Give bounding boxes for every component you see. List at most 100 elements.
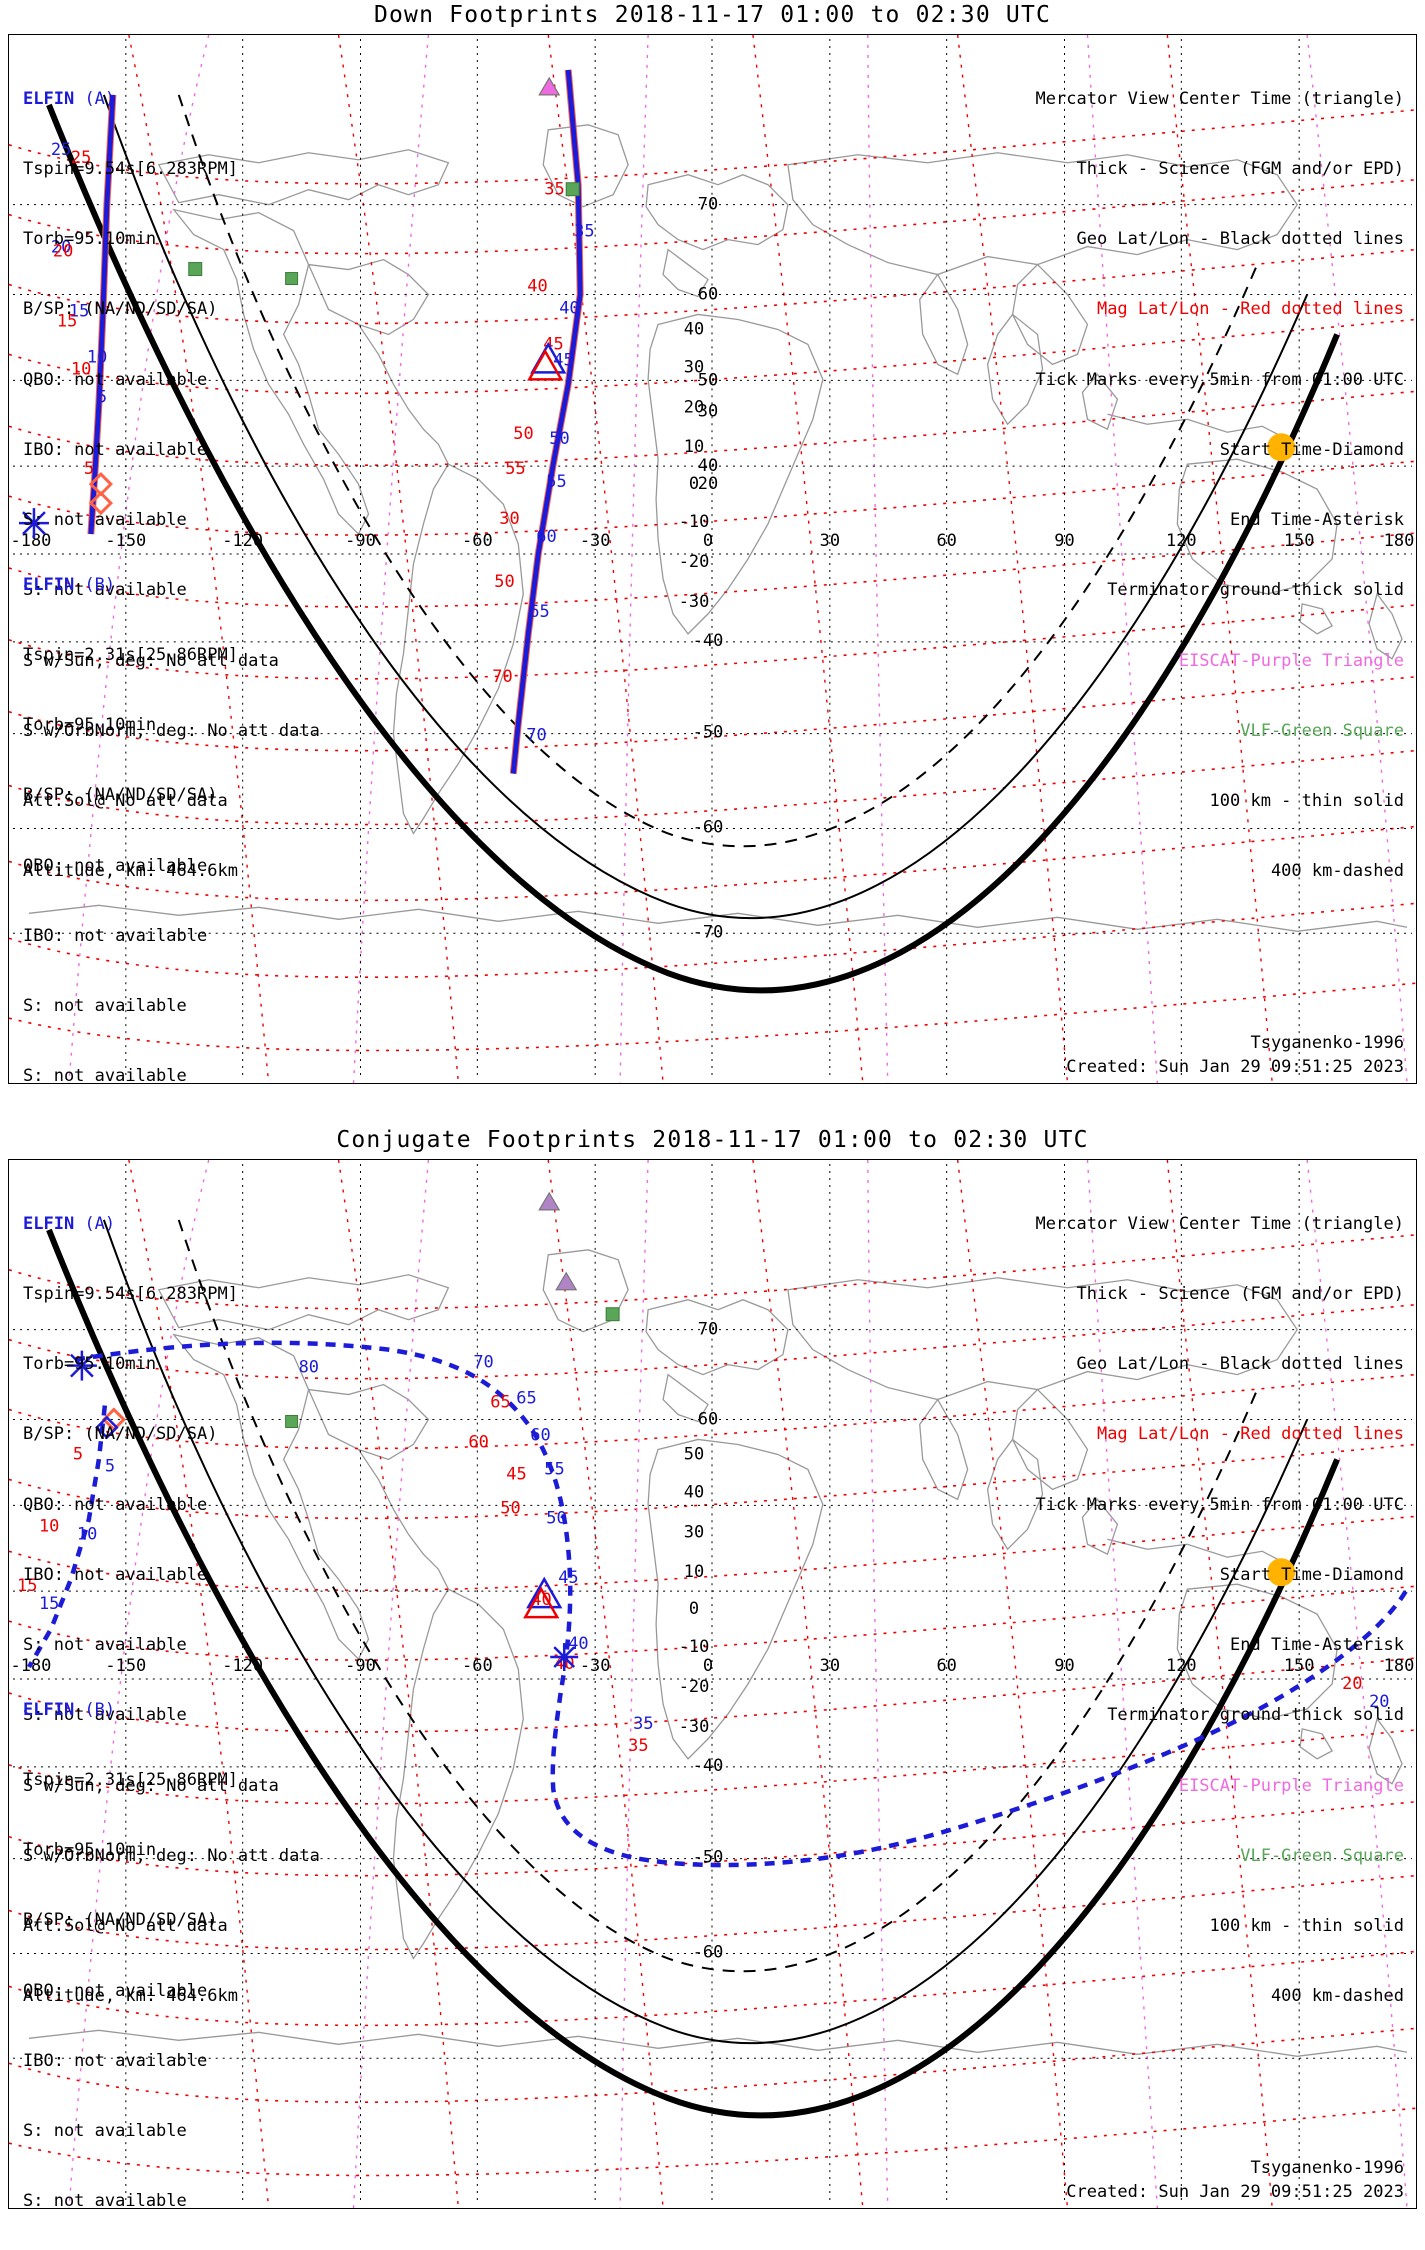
svg-text:45: 45 bbox=[506, 1464, 526, 1484]
svg-text:-150: -150 bbox=[105, 1656, 146, 1676]
map-frame-conjugate[interactable]: -180 -150 -120 -90 -60 -30 0 30 60 90 12… bbox=[8, 1159, 1417, 2209]
svg-text:50: 50 bbox=[698, 370, 718, 390]
legend-item: Terminator ground-thick solid bbox=[1107, 580, 1404, 601]
probe-a-line: S: not available bbox=[23, 510, 187, 531]
track-a-tick-labels: 25 20 15 10 5 bbox=[51, 140, 107, 408]
end-time-asterisk bbox=[18, 508, 49, 539]
svg-text:50: 50 bbox=[684, 1444, 704, 1464]
svg-text:10: 10 bbox=[87, 347, 107, 367]
model-credit: Tsyganenko-1996 bbox=[1250, 2158, 1404, 2178]
svg-text:50: 50 bbox=[494, 572, 514, 592]
svg-text:20: 20 bbox=[684, 397, 704, 417]
legend-item: 100 km - thin solid bbox=[1209, 1916, 1404, 1936]
probe-a-line: S w/Sun, deg: No att data bbox=[23, 1775, 279, 1796]
longitude-axis-labels: -180 -150 -120 -90 -60 -30 0 30 60 90 12… bbox=[11, 1656, 1415, 1676]
svg-text:-40: -40 bbox=[693, 631, 724, 651]
probe-a-line: QBO: not available bbox=[23, 369, 208, 390]
svg-text:35: 35 bbox=[633, 1714, 653, 1734]
legend-item: Start Time-Diamond bbox=[1219, 439, 1404, 460]
probe-a-line: B/SP: (NA/ND/SD/SA) bbox=[23, 1424, 218, 1445]
svg-text:20: 20 bbox=[1342, 1674, 1362, 1694]
svg-text:150: 150 bbox=[1284, 531, 1315, 551]
svg-text:-90: -90 bbox=[345, 531, 376, 551]
legend-item: Mag Lat/Lon - Red dotted lines bbox=[1096, 299, 1404, 320]
latitude-axis-labels-inner: 40 30 20 10 0 -10 -20 -30 bbox=[679, 319, 710, 611]
probe-b-line: Tspin=2.31s[25.86RPM] bbox=[23, 1770, 238, 1791]
probe-a-line: Torb=95.10min bbox=[23, 229, 157, 250]
start-time-diamond bbox=[88, 472, 113, 497]
svg-text:65: 65 bbox=[529, 602, 549, 622]
svg-text:120: 120 bbox=[1166, 531, 1197, 551]
legend-item: Mercator View Center Time (triangle) bbox=[1035, 1213, 1404, 1234]
probe-a-line: QBO: not available bbox=[23, 1494, 208, 1515]
track-b-tick-labels: 35 40 45 50 55 60 65 70 bbox=[526, 222, 594, 746]
map-frame-down[interactable]: -180 -150 -120 -90 -60 -30 0 30 60 90 12… bbox=[8, 34, 1417, 1084]
probe-b-line: S: not available bbox=[23, 2121, 187, 2142]
subsolar-sun-marker bbox=[1267, 1558, 1296, 1587]
probe-a-info-block: ELFIN (A) Tspin=9.54s[6.283RPM] Torb=95.… bbox=[23, 41, 320, 930]
svg-text:20: 20 bbox=[698, 474, 718, 494]
svg-text:30: 30 bbox=[820, 1656, 840, 1676]
vlf-square bbox=[605, 1307, 620, 1322]
svg-text:5: 5 bbox=[84, 459, 94, 479]
track-elfin-a: 25 20 15 10 5 25 20 15 10 5 bbox=[18, 94, 117, 539]
created-timestamp: Created: Sun Jan 29 09:51:25 2023 bbox=[1066, 1057, 1404, 1077]
svg-text:150: 150 bbox=[1284, 1656, 1315, 1676]
svg-text:20: 20 bbox=[51, 238, 71, 258]
site-markers bbox=[188, 76, 1296, 462]
svg-text:35: 35 bbox=[544, 180, 564, 200]
svg-text:-60: -60 bbox=[693, 817, 724, 837]
track-a-conj-mag-labels: 5 10 15 bbox=[17, 1444, 83, 1596]
track-b-mag-tick-labels: 35 40 45 50 55 30 50 70 bbox=[492, 180, 564, 687]
svg-text:10: 10 bbox=[684, 437, 704, 457]
svg-text:25: 25 bbox=[71, 148, 91, 168]
svg-text:15: 15 bbox=[57, 311, 77, 331]
panel-title: Conjugate Footprints 2018-11-17 01:00 to… bbox=[336, 1127, 1089, 1153]
probe-b-line: S: not available bbox=[23, 1066, 187, 1084]
svg-text:45: 45 bbox=[543, 334, 563, 354]
map-canvas: -180 -150 -120 -90 -60 -30 0 30 60 90 12… bbox=[9, 35, 1416, 1083]
legend-item: EISCAT-Purple Triangle bbox=[1178, 1775, 1404, 1796]
svg-text:-10: -10 bbox=[679, 512, 710, 532]
probe-a-info-block: ELFIN (A) Tspin=9.54s[6.283RPM] Torb=95.… bbox=[23, 1166, 320, 2055]
probe-a-line: S: not available bbox=[23, 1705, 187, 1726]
svg-text:-30: -30 bbox=[580, 531, 611, 551]
svg-text:40: 40 bbox=[698, 456, 718, 476]
probe-a-line: IBO: not available bbox=[23, 1564, 208, 1585]
probe-b-line: Tspin=2.31s[25.86RPM] bbox=[23, 645, 238, 666]
legend-item: 100 km - thin solid bbox=[1209, 791, 1404, 811]
latitude-axis-labels: 70 60 50 40 30 10 0 -10 -20 -30 -40 -50 … bbox=[679, 1320, 724, 1963]
vlf-square bbox=[285, 272, 299, 286]
legend-item: Tick Marks every 5min from 01:00 UTC bbox=[1035, 1494, 1404, 1515]
track-elfin-b: 35 40 45 50 55 60 65 70 35 40 45 50 55 3… bbox=[492, 69, 595, 774]
legend-item: Geo Lat/Lon - Black dotted lines bbox=[1076, 229, 1404, 250]
probe-b-line: QBO: not available bbox=[23, 1980, 208, 2001]
track-b-conj-mag-labels: 65 60 45 50 40 40 35 20 bbox=[468, 1393, 1362, 1756]
probe-a-header: ELFIN (A) bbox=[23, 1213, 116, 1234]
svg-text:80: 80 bbox=[299, 1358, 319, 1378]
probe-b-header: ELFIN (B) bbox=[23, 574, 116, 595]
legend-item: End Time-Asterisk bbox=[1230, 1635, 1404, 1656]
probe-a-line: S w/OrbNorm, deg: No att data bbox=[23, 1845, 320, 1866]
svg-text:30: 30 bbox=[820, 531, 840, 551]
probe-b-line: Torb=95.10min bbox=[23, 1840, 157, 1861]
svg-text:-180: -180 bbox=[11, 531, 52, 551]
svg-text:25: 25 bbox=[51, 140, 71, 160]
view-center-triangle-mag bbox=[523, 1586, 560, 1619]
longitude-axis-labels: -180 -150 -120 -90 -60 -30 0 30 60 90 12… bbox=[11, 531, 1415, 551]
svg-text:10: 10 bbox=[39, 1516, 59, 1536]
svg-text:-60: -60 bbox=[462, 531, 493, 551]
legend-block: Mercator View Center Time (triangle) Thi… bbox=[1036, 41, 1404, 930]
svg-text:70: 70 bbox=[526, 726, 546, 746]
start-time-diamond-2 bbox=[88, 491, 113, 516]
vlf-square bbox=[188, 262, 203, 277]
probe-a-line: Torb=95.10min bbox=[23, 1354, 157, 1375]
svg-text:5: 5 bbox=[97, 387, 107, 407]
vlf-square bbox=[285, 1415, 299, 1428]
svg-text:10: 10 bbox=[71, 359, 91, 379]
probe-b-info-block: ELFIN (B) Tspin=2.31s[25.86RPM] Torb=95.… bbox=[23, 1652, 320, 2208]
svg-text:15: 15 bbox=[69, 301, 89, 321]
svg-text:65: 65 bbox=[516, 1389, 536, 1409]
svg-text:60: 60 bbox=[936, 531, 956, 551]
legend-item: EISCAT-Purple Triangle bbox=[1178, 650, 1404, 671]
